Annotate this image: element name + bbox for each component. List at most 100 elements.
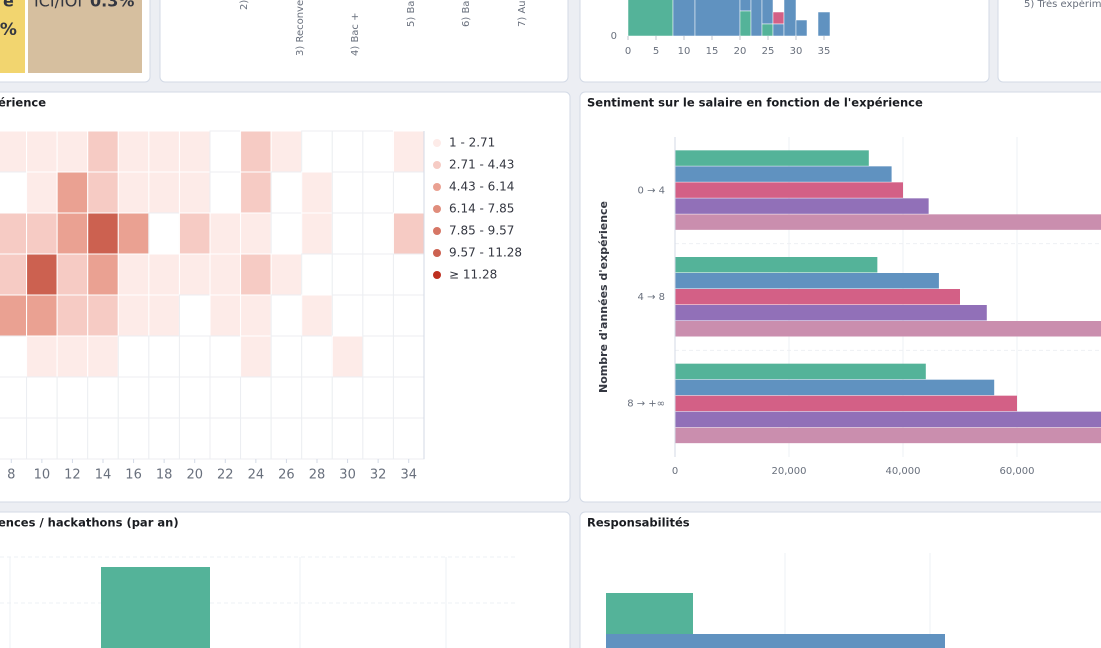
heatmap-cell — [148, 130, 180, 173]
y-tick-label: 0 → 4 — [638, 185, 665, 196]
heatmap-cell — [392, 212, 425, 255]
heatmap-cell-empty — [148, 335, 180, 378]
bar — [675, 395, 1017, 412]
heatmap-cell-empty — [26, 417, 58, 460]
bar — [675, 273, 939, 289]
heatmap-cell-empty — [178, 417, 211, 460]
bar — [675, 214, 1101, 230]
heatmap-cell-empty — [331, 376, 364, 419]
heatmap-cell-empty — [26, 376, 58, 419]
heatmap-cell — [301, 294, 333, 337]
heatmap-cell — [392, 130, 425, 173]
bar — [101, 567, 210, 648]
bar — [675, 257, 878, 273]
bar — [675, 363, 926, 380]
bar — [675, 198, 929, 214]
x-tick-label: 20 — [734, 46, 747, 57]
heatmap-cell — [56, 171, 89, 214]
legend-marker — [433, 205, 441, 213]
heatmap-cell-empty — [117, 335, 150, 378]
heatmap-cell-empty — [56, 376, 89, 419]
heatmap-cell-empty — [56, 417, 89, 460]
x-tick-label: 10 — [678, 46, 691, 57]
heatmap-cell-empty — [270, 171, 303, 214]
heatmap-cell-empty — [331, 294, 364, 337]
bar — [606, 634, 945, 648]
heatmap-cell — [0, 253, 28, 296]
heatmap-cell — [270, 130, 303, 173]
x-tick-label: 0 — [672, 466, 678, 477]
x-tick-label: 32 — [370, 468, 387, 483]
heatmap-cell — [117, 212, 150, 255]
x-tick-label: 5 — [653, 46, 659, 57]
x-tick-label: 28 — [309, 468, 326, 483]
bar — [761, 23, 774, 37]
x-tick-label: 40,000 — [886, 466, 921, 477]
heatmap-cell-empty — [178, 335, 211, 378]
legend-marker — [433, 183, 441, 191]
x-tick-label: 8 — [7, 468, 15, 483]
legend-label: 2.71 - 4.43 — [449, 158, 514, 172]
x-tick-label: 35 — [818, 46, 831, 57]
heatmap-cell — [178, 130, 211, 173]
y-tick-label: 8 → +∞ — [627, 399, 665, 410]
heatmap-cell-empty — [362, 417, 394, 460]
heatmap-cell — [0, 212, 28, 255]
heatmap-cell-empty — [148, 376, 180, 419]
panel-title: Sentiment sur le salaire en fonction de … — [587, 96, 923, 110]
x-tick-label: 60,000 — [1000, 466, 1035, 477]
heatmap-cell-empty — [331, 171, 364, 214]
heatmap-cell-empty — [240, 417, 272, 460]
heatmap-cell — [240, 212, 272, 255]
heatmap-cell — [240, 130, 272, 173]
heatmap-cell-empty — [270, 212, 303, 255]
bar — [672, 0, 696, 37]
heatmap-cell-empty — [392, 294, 425, 337]
metric-label: ICI/IOI — [34, 0, 82, 11]
x-tick-label: 25 — [762, 46, 775, 57]
heatmap-cell — [0, 130, 28, 173]
heatmap-cell-empty — [87, 417, 119, 460]
x-tick-label: 20 — [186, 468, 203, 483]
x-tick-label: 14 — [95, 468, 112, 483]
legend-label: 1 - 2.71 — [449, 136, 495, 150]
x-tick-label: 0 — [625, 46, 631, 57]
heatmap-cell-empty — [331, 130, 364, 173]
legend-marker — [433, 271, 441, 279]
bar — [817, 11, 831, 37]
bar — [772, 11, 785, 25]
heatmap-cell — [87, 130, 119, 173]
heatmap-cell — [56, 253, 89, 296]
heatmap-cell — [117, 294, 150, 337]
legend-label: 4.43 - 6.14 — [449, 180, 514, 194]
heatmap-cell — [56, 130, 89, 173]
panel-title: érience — [0, 96, 46, 110]
heatmap-cell — [87, 212, 119, 255]
heatmap-cell-empty — [362, 171, 394, 214]
x-tick-label: 20,000 — [772, 466, 807, 477]
metric-tile — [28, 0, 142, 73]
x-tick-label: 16 — [125, 468, 142, 483]
heatmap-cell-empty — [301, 376, 333, 419]
heatmap-cell — [209, 294, 242, 337]
category-label: 7) Au — [517, 0, 528, 27]
heatmap-cell — [270, 253, 303, 296]
heatmap-cell-empty — [209, 130, 242, 173]
bar — [675, 150, 869, 166]
heatmap-cell — [209, 212, 242, 255]
category-label: 2) — [239, 0, 250, 10]
heatmap-cell-empty — [148, 417, 180, 460]
heatmap-cell-empty — [270, 294, 303, 337]
panel — [159, 0, 569, 83]
y-tick-label: 0 — [611, 31, 617, 42]
heatmap-cell-empty — [362, 376, 394, 419]
bar — [627, 0, 674, 37]
heatmap-cell — [56, 212, 89, 255]
heatmap-cell-empty — [331, 417, 364, 460]
legend-label: 7.85 - 9.57 — [449, 224, 514, 238]
legend-marker — [433, 227, 441, 235]
bar — [739, 0, 752, 12]
heatmap-cell — [148, 253, 180, 296]
heatmap-cell-empty — [0, 417, 28, 460]
x-tick-label: 18 — [156, 468, 173, 483]
